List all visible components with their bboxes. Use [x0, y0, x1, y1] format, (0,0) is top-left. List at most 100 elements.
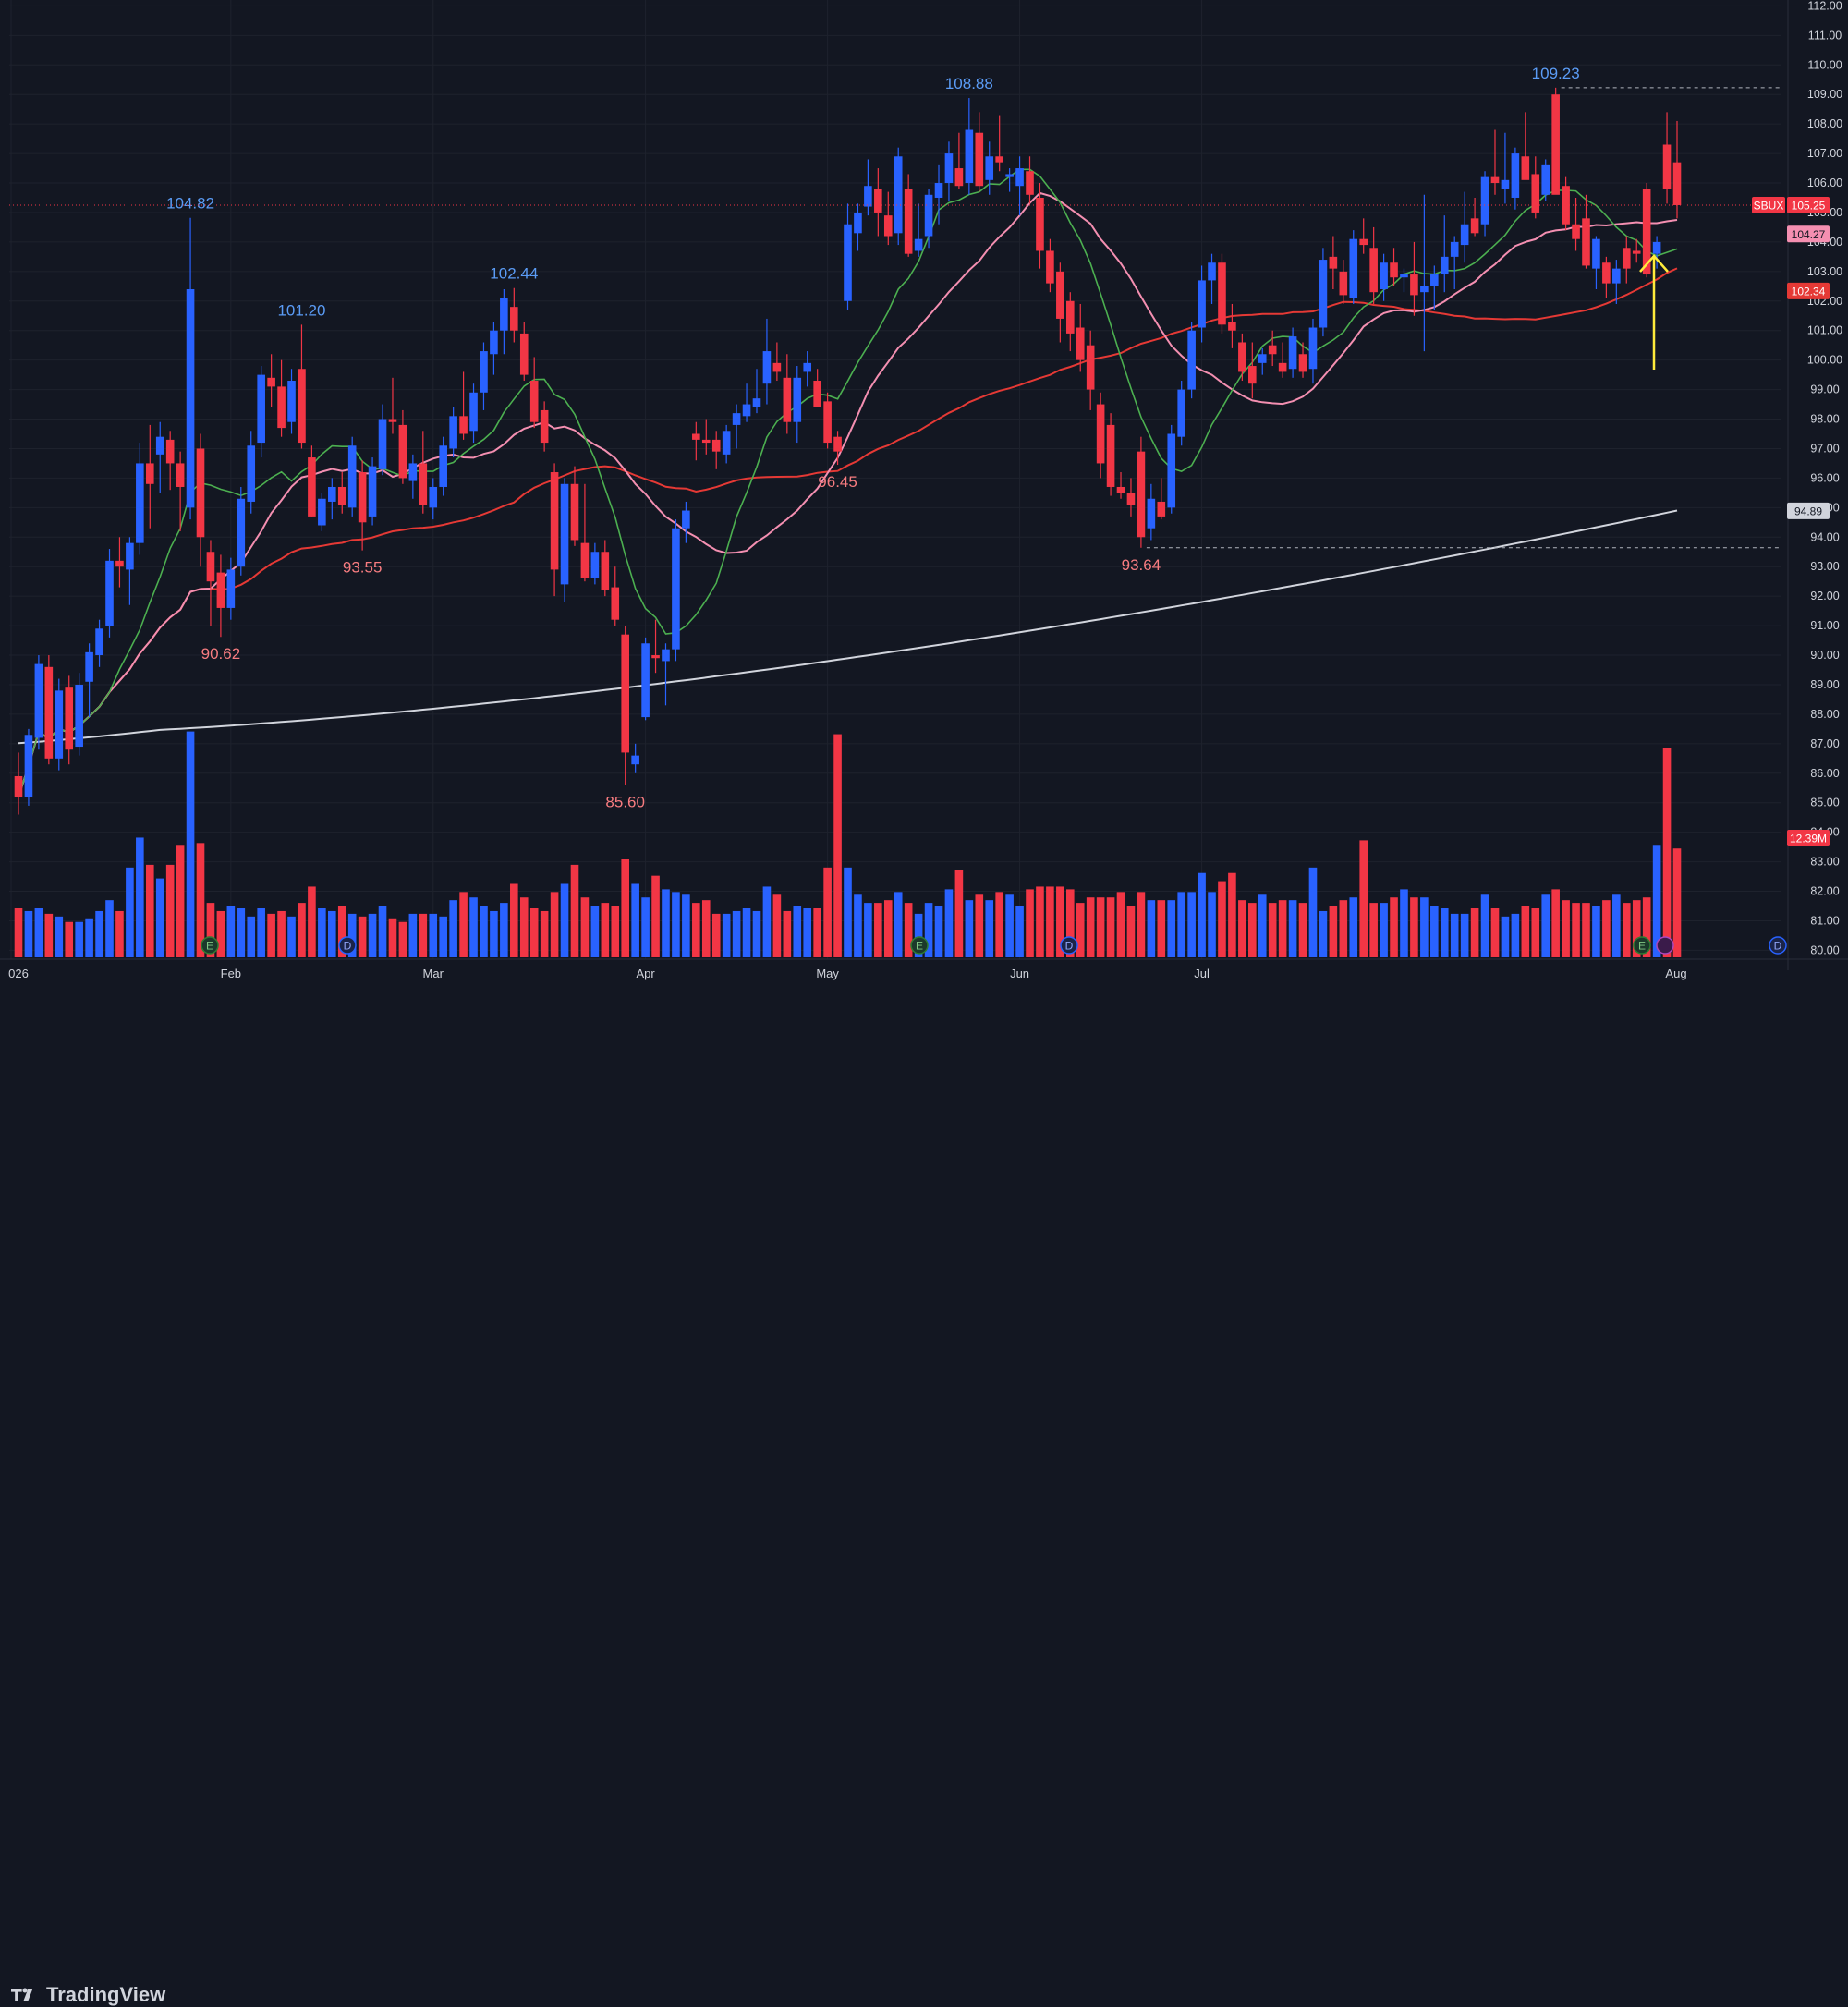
volume-bar [762, 886, 772, 957]
volume-bar [1056, 886, 1064, 957]
volume-bar [1106, 897, 1115, 957]
time-tick-label: Jul [1194, 967, 1210, 980]
volume-bar [1086, 897, 1095, 957]
event-letter: D [1774, 940, 1782, 953]
volume-bar [145, 864, 154, 957]
candle-body [1268, 345, 1277, 355]
candle-body [560, 483, 569, 585]
volume-bar [105, 900, 114, 957]
candle-body [1380, 262, 1388, 289]
high-label: 108.88 [945, 75, 993, 92]
volume-bar [682, 894, 690, 957]
volume-bar [1036, 886, 1044, 957]
low-label: 96.45 [818, 473, 857, 491]
volume-bar [1126, 906, 1136, 957]
candle-body [206, 552, 215, 582]
candle-body [601, 552, 610, 590]
volume-bar [590, 906, 600, 957]
candle-body [1187, 330, 1196, 390]
volume-bar [1288, 900, 1297, 957]
tradingview-logo[interactable]: TradingView [11, 1983, 165, 2007]
chart-area[interactable]: 104.82 101.20 102.44 108.88 109.23 90.62 93.55… [0, 0, 1848, 1040]
volume-bar [722, 913, 731, 957]
volume-bar [1026, 889, 1034, 957]
earnings-icon[interactable] [201, 936, 219, 955]
symbol-tag [1752, 196, 1785, 213]
volume-bar [267, 913, 275, 957]
price-chart[interactable]: 104.82 101.20 102.44 108.88 109.23 90.62 93.55… [0, 0, 1848, 983]
price-tick-label: 101.00 [1807, 324, 1842, 337]
candle-body [1026, 171, 1034, 195]
candle-body [398, 424, 407, 479]
candle-body [1298, 354, 1307, 372]
candle-body [1126, 493, 1136, 505]
candle-body [1056, 271, 1064, 319]
volume-bar [1531, 908, 1540, 957]
candle-body [298, 369, 306, 444]
candle-body [1339, 271, 1348, 296]
brand-name: TradingView [46, 1983, 166, 2006]
volume-bar [1572, 903, 1580, 957]
candle-body [155, 436, 164, 455]
earnings-icon[interactable] [1633, 936, 1651, 955]
candle-body [1410, 274, 1418, 296]
volume-bar [601, 903, 610, 957]
volume-bar [165, 864, 175, 957]
candle-body [985, 156, 994, 180]
candle-body [580, 542, 590, 578]
candle-body [1662, 144, 1672, 189]
volume-bar [1298, 903, 1307, 957]
volume-bar [1541, 894, 1550, 957]
price-tick-label: 90.00 [1810, 649, 1839, 662]
candle-body [975, 132, 984, 187]
candle-body [378, 419, 387, 469]
price-tag-value: 12.39M [1790, 833, 1827, 845]
candle-body [682, 510, 690, 529]
candle-body [1349, 238, 1358, 298]
volume-bar [672, 892, 680, 957]
price-tags: 105.25 SBUX 104.27 102.34 94.89 12.39M [1752, 196, 1830, 846]
time-tick-label: May [816, 967, 839, 980]
candle-body [327, 486, 336, 502]
volume-bar [186, 731, 195, 957]
earnings-icon[interactable] [910, 936, 929, 955]
candle-body [347, 445, 357, 508]
yellow-arrow-head [1639, 254, 1669, 273]
candle-body [1390, 262, 1398, 278]
candle-body [1208, 262, 1216, 281]
tradingview-icon [11, 1988, 33, 2001]
volume-bar [1642, 897, 1651, 957]
candle-body [701, 439, 711, 444]
candle-body [95, 628, 103, 656]
candle-body [894, 156, 903, 234]
time-tick-label: 026 [8, 967, 29, 980]
candles [14, 87, 1682, 815]
candle-body [1308, 327, 1318, 370]
candle-body [519, 333, 529, 375]
volume-bar [975, 894, 984, 957]
candle-body [1440, 256, 1449, 275]
split-icon[interactable] [1656, 936, 1674, 955]
volume-bar [1672, 848, 1682, 957]
volume-bar [1248, 903, 1257, 957]
candle-body [449, 416, 457, 449]
volume-bar [742, 908, 751, 957]
dividend-icon[interactable] [1769, 936, 1787, 955]
volume-bar [1157, 900, 1166, 957]
price-tag [1787, 282, 1830, 299]
candle-body [793, 377, 802, 422]
candle-body [408, 463, 418, 481]
event-letter: E [1638, 940, 1646, 953]
volume-bar [95, 910, 103, 957]
volume-bar [1490, 908, 1500, 957]
event-letter: D [1065, 940, 1074, 953]
dividend-icon[interactable] [338, 936, 357, 955]
event-letter: D [344, 940, 352, 953]
price-tick-label: 99.00 [1810, 383, 1839, 396]
price-tick-label: 111.00 [1808, 29, 1842, 42]
candle-body [1065, 300, 1075, 334]
volume-bar [1177, 892, 1185, 957]
price-tick-label: 93.00 [1810, 560, 1839, 573]
dividend-icon[interactable] [1060, 936, 1078, 955]
candle-body [1359, 238, 1368, 246]
